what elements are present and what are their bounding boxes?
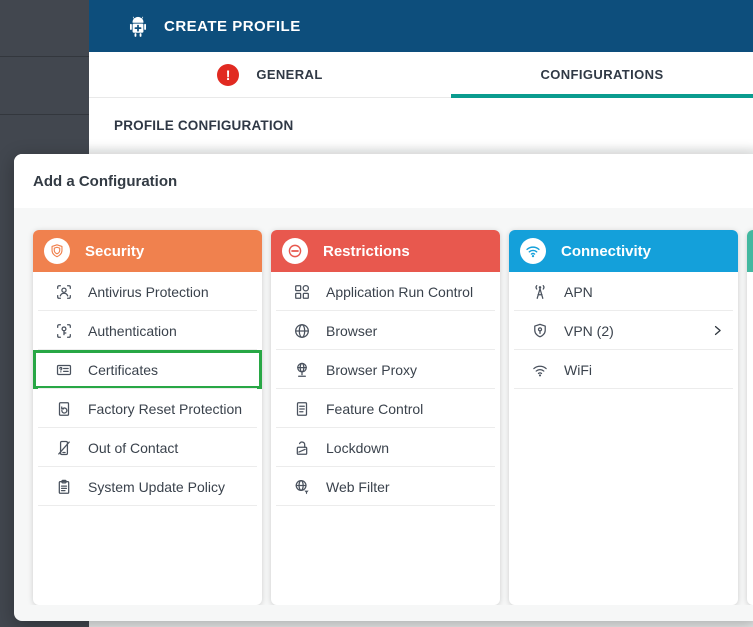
page-title: CREATE PROFILE bbox=[164, 17, 301, 35]
factory-reset-icon bbox=[54, 399, 73, 418]
wifi-small-icon bbox=[530, 360, 549, 379]
card-header: Security bbox=[33, 230, 262, 272]
app-grid-icon bbox=[292, 282, 311, 301]
card-header bbox=[747, 230, 753, 272]
active-tab-indicator bbox=[451, 94, 753, 98]
out-of-contact-icon bbox=[54, 438, 73, 457]
unlock-icon bbox=[292, 438, 311, 457]
antivirus-scan-icon bbox=[54, 282, 73, 301]
sidebar-divider bbox=[0, 114, 89, 115]
config-item-web-filter[interactable]: Web Filter bbox=[271, 467, 500, 506]
config-item-out-of-contact[interactable]: Out of Contact bbox=[33, 428, 262, 467]
config-item-label: Factory Reset Protection bbox=[88, 400, 243, 417]
config-item-browser[interactable]: Browser bbox=[271, 311, 500, 350]
config-item-system-update-policy[interactable]: System Update Policy bbox=[33, 467, 262, 506]
globe-proxy-icon bbox=[292, 360, 311, 379]
config-item-label: VPN (2) bbox=[564, 322, 614, 339]
config-item-antivirus-protection[interactable]: Antivirus Protection bbox=[33, 272, 262, 311]
globe-icon bbox=[292, 321, 311, 340]
card-connectivity: Connectivity APN VPN (2) WiFi bbox=[509, 230, 738, 605]
config-item-certificates[interactable]: Certificates bbox=[33, 350, 262, 389]
tab-configurations-label: CONFIGURATIONS bbox=[540, 67, 664, 82]
tab-configurations[interactable]: CONFIGURATIONS bbox=[451, 52, 753, 97]
error-exclamation-icon: ! bbox=[217, 63, 240, 86]
config-item-label: APN bbox=[564, 283, 593, 300]
authentication-icon bbox=[54, 321, 73, 340]
no-entry-icon bbox=[282, 238, 308, 264]
card-header-label: Restrictions bbox=[323, 242, 410, 260]
config-item-lockdown[interactable]: Lockdown bbox=[271, 428, 500, 467]
card-security: Security Antivirus Protection Authenticati… bbox=[33, 230, 262, 605]
globe-filter-icon bbox=[292, 477, 311, 496]
add-configuration-modal: Add a Configuration Security Antivirus Pr… bbox=[14, 154, 753, 621]
config-item-feature-control[interactable]: Feature Control bbox=[271, 389, 500, 428]
card-header-label: Connectivity bbox=[561, 242, 652, 260]
feature-doc-icon bbox=[292, 399, 311, 418]
config-item-label: Out of Contact bbox=[88, 439, 179, 456]
system-update-icon bbox=[54, 477, 73, 496]
vpn-shield-icon bbox=[530, 321, 549, 340]
config-item-label: Feature Control bbox=[326, 400, 424, 417]
sidebar-divider bbox=[0, 56, 89, 57]
tab-general[interactable]: ! GENERAL bbox=[89, 52, 451, 97]
card-header-label: Security bbox=[85, 242, 145, 260]
config-item-label: Browser bbox=[326, 322, 378, 339]
android-robot-icon bbox=[125, 13, 151, 39]
config-item-label: WiFi bbox=[564, 361, 592, 378]
config-item-label: Certificates bbox=[88, 361, 159, 378]
config-item-label: Web Filter bbox=[326, 478, 390, 495]
config-item-authentication[interactable]: Authentication bbox=[33, 311, 262, 350]
config-item-label: Browser Proxy bbox=[326, 361, 418, 378]
config-item-label: Antivirus Protection bbox=[88, 283, 209, 300]
config-item-factory-reset-protection[interactable]: Factory Reset Protection bbox=[33, 389, 262, 428]
card-header: Connectivity bbox=[509, 230, 738, 272]
section-title: PROFILE CONFIGURATION bbox=[114, 118, 294, 133]
config-item-apn[interactable]: APN bbox=[509, 272, 738, 311]
config-item-label: Lockdown bbox=[326, 439, 390, 456]
config-item-wifi[interactable]: WiFi bbox=[509, 350, 738, 389]
card-partial bbox=[747, 230, 753, 605]
config-item-label: System Update Policy bbox=[88, 478, 225, 495]
card-header: Restrictions bbox=[271, 230, 500, 272]
config-item-browser-proxy[interactable]: Browser Proxy bbox=[271, 350, 500, 389]
tab-general-label: GENERAL bbox=[256, 67, 323, 82]
page-background-strip bbox=[89, 621, 753, 627]
modal-title: Add a Configuration bbox=[33, 172, 178, 190]
certificate-card-icon bbox=[54, 360, 73, 379]
create-profile-header: CREATE PROFILE bbox=[89, 0, 753, 52]
shield-icon bbox=[44, 238, 70, 264]
config-item-application-run-control[interactable]: Application Run Control bbox=[271, 272, 500, 311]
profile-tab-bar: ! GENERAL CONFIGURATIONS bbox=[89, 52, 753, 98]
config-item-label: Application Run Control bbox=[326, 283, 474, 300]
config-item-vpn-2[interactable]: VPN (2) bbox=[509, 311, 738, 350]
wifi-icon bbox=[520, 238, 546, 264]
chevron-right-icon bbox=[711, 324, 724, 337]
modal-header: Add a Configuration bbox=[14, 154, 753, 208]
cards-row: Security Antivirus Protection Authenticati… bbox=[14, 208, 753, 605]
config-item-label: Authentication bbox=[88, 322, 177, 339]
card-restrictions: Restrictions Application Run Control Brows… bbox=[271, 230, 500, 605]
antenna-icon bbox=[530, 282, 549, 301]
